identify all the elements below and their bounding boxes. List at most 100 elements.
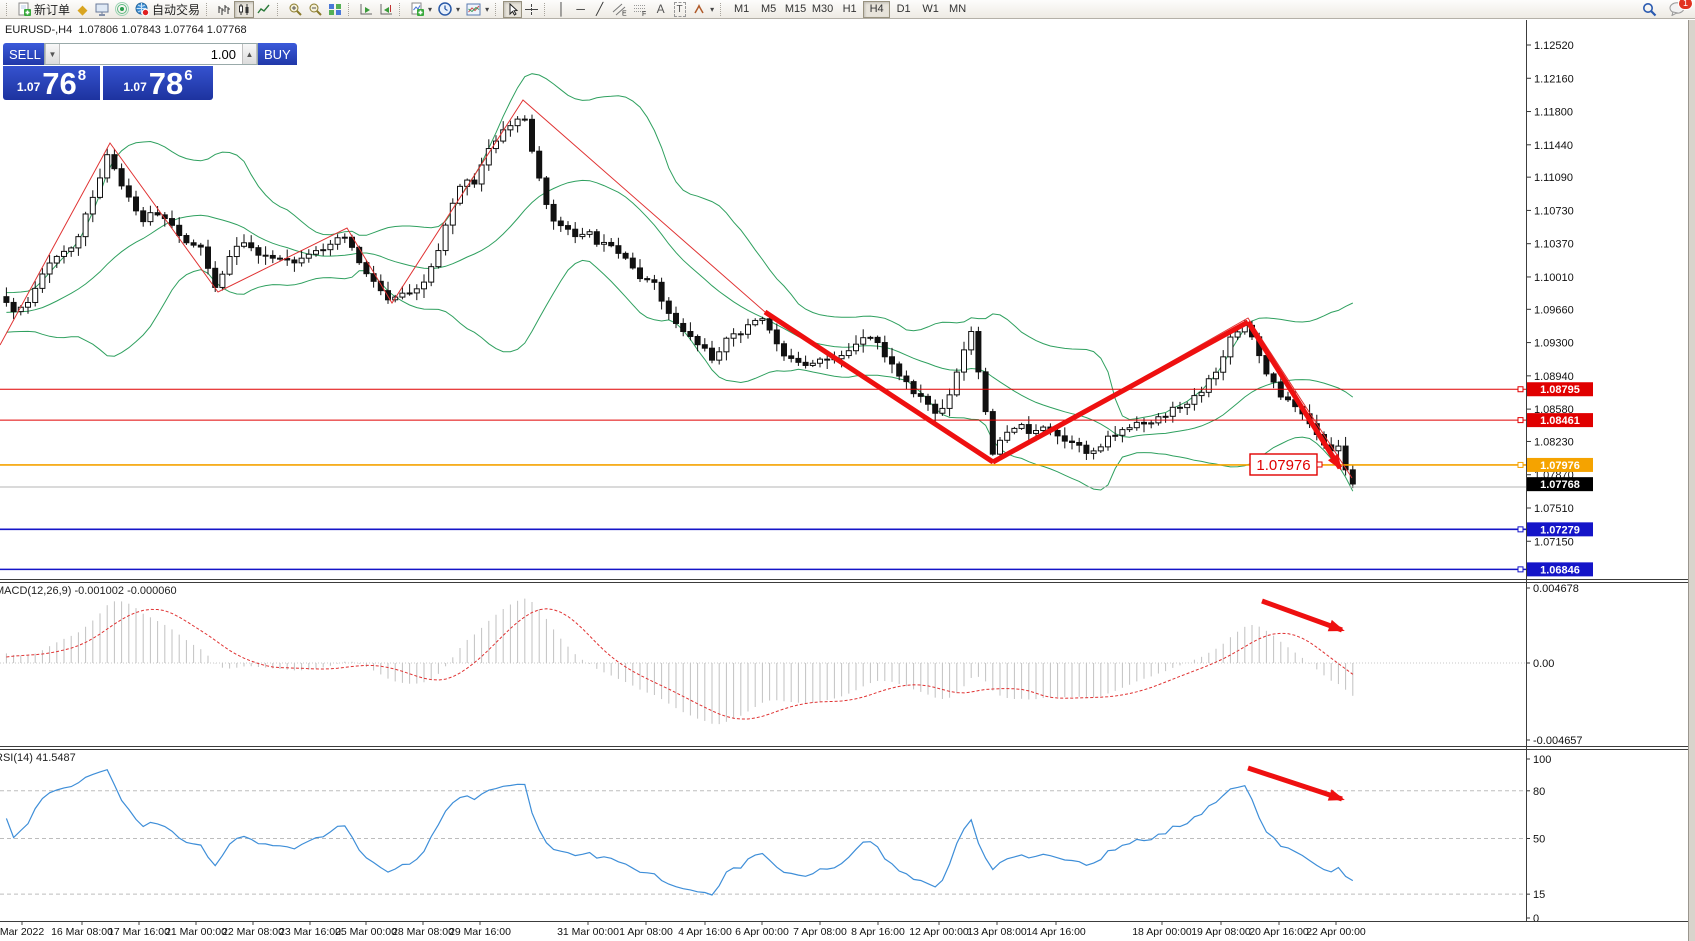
timeframe-h4-button[interactable]: H4 <box>863 0 891 18</box>
candle <box>183 235 190 244</box>
candle <box>97 177 103 198</box>
arrows-tool-button[interactable]: ▾ <box>689 1 717 18</box>
candle <box>737 333 744 336</box>
fibonacci-tool-button[interactable]: F <box>630 1 651 18</box>
candle <box>118 168 125 187</box>
timeframe-m30-button[interactable]: M30 <box>811 3 834 15</box>
candle <box>1018 424 1025 429</box>
candle <box>529 118 535 152</box>
candle <box>363 262 370 275</box>
macd-indicator-label: MACD(12,26,9) -0.001002 -0.000060 <box>0 585 177 597</box>
candle <box>809 362 816 366</box>
time-axis-label: 1 Apr 08:00 <box>619 926 673 938</box>
autotrading-button[interactable]: 自动交易 <box>132 1 203 18</box>
crosshair-tool-button[interactable] <box>522 1 541 18</box>
market-watch-button[interactable]: ◆ <box>73 1 92 18</box>
buy-price-button[interactable]: 1.07 78 6 <box>103 66 213 100</box>
candle <box>1213 371 1219 380</box>
candle <box>111 154 118 170</box>
candle <box>1191 395 1198 405</box>
candle <box>1162 415 1169 418</box>
time-axis-label: 31 Mar 00:00 <box>557 926 619 938</box>
candle <box>89 196 96 215</box>
svg-text:1.07976: 1.07976 <box>1256 457 1310 474</box>
new-chart-button[interactable]: ▾ <box>407 1 435 18</box>
candle <box>291 259 298 264</box>
timeframe-w1-button[interactable]: W1 <box>922 3 939 15</box>
candle <box>896 363 903 377</box>
candle <box>421 281 427 290</box>
text-label-tool-button[interactable]: T <box>670 1 689 18</box>
svg-text:1.07976: 1.07976 <box>1540 460 1580 472</box>
periods-button[interactable]: ▾ <box>435 1 463 18</box>
candle <box>1133 421 1140 429</box>
trendline-tool-button[interactable]: ╱ <box>590 1 609 18</box>
timeframe-m15-button[interactable]: M15 <box>784 3 807 15</box>
candle <box>1234 331 1241 338</box>
macd-panel <box>0 598 1526 725</box>
strategy-tester-button[interactable] <box>92 1 112 18</box>
channel-tool-button[interactable]: E <box>609 1 630 18</box>
candle <box>795 357 802 363</box>
buy-button[interactable]: BUY <box>258 43 297 65</box>
signals-button[interactable] <box>112 1 132 18</box>
line-chart-mode-button[interactable] <box>254 1 274 18</box>
rsi-scale-label: 15 <box>1533 889 1545 901</box>
timeframe-mn-button[interactable]: MN <box>949 3 967 15</box>
cursor-tool-button[interactable] <box>503 0 523 18</box>
candle <box>104 154 111 179</box>
chart-shift-button[interactable] <box>376 1 396 18</box>
bar-chart-mode-button[interactable] <box>214 1 234 18</box>
text-tool-button[interactable]: A <box>651 1 670 18</box>
time-axis-label: 13 Apr 08:00 <box>967 926 1027 938</box>
candle <box>255 247 262 256</box>
zoom-in-button[interactable] <box>285 1 305 18</box>
candlestick-mode-button[interactable] <box>234 0 255 18</box>
candle <box>1076 441 1083 446</box>
candle <box>140 210 147 223</box>
time-axis-label: 19 Apr 08:00 <box>1191 926 1251 938</box>
timeframe-h1-button[interactable]: H1 <box>842 3 857 15</box>
candle <box>147 212 154 223</box>
vertical-line-tool-button[interactable]: │ <box>552 1 571 18</box>
time-axis-label: 22 Mar 08:00 <box>222 926 284 938</box>
timeframe-m5-button[interactable]: M5 <box>760 3 777 15</box>
timeframe-d1-button[interactable]: D1 <box>896 3 911 15</box>
auto-scroll-button[interactable] <box>356 1 376 18</box>
zoom-out-icon <box>309 3 322 16</box>
price-badge <box>1527 522 1593 537</box>
volume-increase-button[interactable]: ▲ <box>242 44 257 64</box>
symbol-search-button[interactable] <box>1639 1 1660 18</box>
volume-input[interactable] <box>60 44 242 64</box>
zoom-out-button[interactable] <box>305 1 325 18</box>
svg-text:1.06846: 1.06846 <box>1540 564 1580 576</box>
timeframe-m1-button[interactable]: M1 <box>733 3 750 15</box>
new-order-button[interactable]: 新订单 <box>14 1 73 18</box>
new-chart-icon <box>411 2 425 16</box>
toolbar-grip <box>206 2 210 16</box>
sell-button[interactable]: SELL <box>3 43 44 65</box>
candle <box>730 333 737 339</box>
candle <box>615 245 622 254</box>
sell-price-button[interactable]: 1.07 76 8 <box>3 66 100 100</box>
time-axis-label: 23 Mar 16:00 <box>279 926 341 938</box>
toolbar-grip <box>277 2 281 16</box>
candle <box>745 324 751 335</box>
candle <box>25 301 31 308</box>
candle <box>989 411 996 455</box>
candle <box>133 196 139 212</box>
candle <box>932 403 939 414</box>
panel-borders <box>0 20 1695 941</box>
tile-windows-button[interactable] <box>325 1 345 18</box>
buy-price-main: 78 <box>148 66 184 101</box>
candle <box>1205 378 1212 393</box>
candle <box>694 335 701 346</box>
candle <box>219 273 226 288</box>
chat-button[interactable]: 1 <box>1666 0 1693 18</box>
time-axis-label: 12 Apr 00:00 <box>909 926 969 938</box>
templates-button[interactable]: ▾ <box>463 1 492 18</box>
text-label-icon: T <box>673 1 686 17</box>
volume-decrease-button[interactable]: ▼ <box>45 44 60 64</box>
horizontal-line-tool-button[interactable]: ─ <box>571 1 590 18</box>
